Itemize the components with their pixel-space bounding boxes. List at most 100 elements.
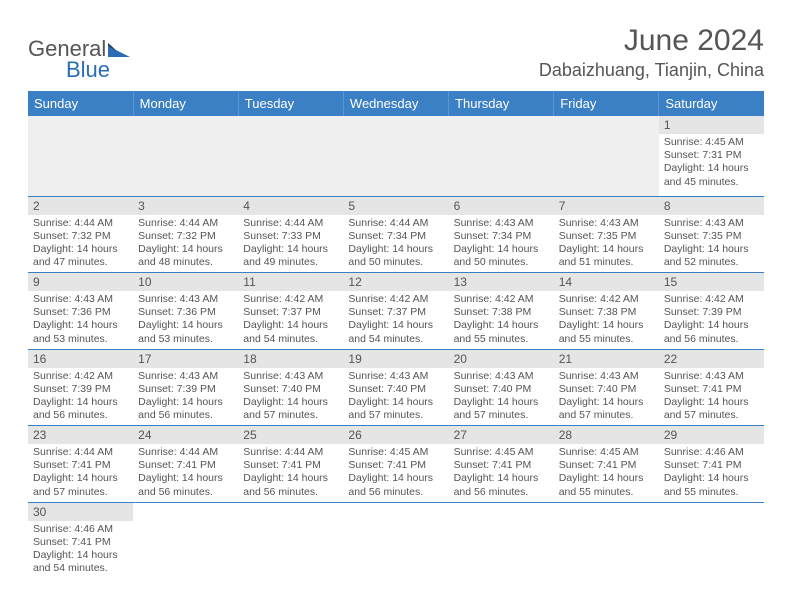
calendar-cell: 17Sunrise: 4:43 AMSunset: 7:39 PMDayligh… bbox=[133, 349, 238, 426]
logo: GeneralBlue bbox=[28, 36, 130, 83]
day-details: Sunrise: 4:43 AMSunset: 7:40 PMDaylight:… bbox=[238, 368, 343, 426]
calendar-cell: 12Sunrise: 4:42 AMSunset: 7:37 PMDayligh… bbox=[343, 273, 448, 350]
day-number: 21 bbox=[554, 350, 659, 368]
calendar-cell bbox=[343, 502, 448, 578]
calendar-cell bbox=[554, 116, 659, 196]
day-number: 10 bbox=[133, 273, 238, 291]
calendar-row: 30Sunrise: 4:46 AMSunset: 7:41 PMDayligh… bbox=[28, 502, 764, 578]
weekday-header: Thursday bbox=[449, 91, 554, 116]
day-number: 5 bbox=[343, 197, 448, 215]
day-number: 11 bbox=[238, 273, 343, 291]
day-details: Sunrise: 4:43 AMSunset: 7:35 PMDaylight:… bbox=[554, 215, 659, 273]
calendar-cell: 9Sunrise: 4:43 AMSunset: 7:36 PMDaylight… bbox=[28, 273, 133, 350]
day-details: Sunrise: 4:45 AMSunset: 7:31 PMDaylight:… bbox=[659, 134, 764, 192]
day-details: Sunrise: 4:44 AMSunset: 7:33 PMDaylight:… bbox=[238, 215, 343, 273]
day-details: Sunrise: 4:43 AMSunset: 7:34 PMDaylight:… bbox=[449, 215, 554, 273]
day-number: 15 bbox=[659, 273, 764, 291]
day-number: 9 bbox=[28, 273, 133, 291]
page-title: June 2024 bbox=[539, 24, 764, 58]
day-number: 18 bbox=[238, 350, 343, 368]
day-number: 6 bbox=[449, 197, 554, 215]
calendar-cell bbox=[449, 502, 554, 578]
title-block: June 2024 Dabaizhuang, Tianjin, China bbox=[539, 24, 764, 81]
day-details: Sunrise: 4:43 AMSunset: 7:36 PMDaylight:… bbox=[28, 291, 133, 349]
calendar-cell bbox=[659, 502, 764, 578]
day-details: Sunrise: 4:44 AMSunset: 7:41 PMDaylight:… bbox=[28, 444, 133, 502]
calendar-cell: 2Sunrise: 4:44 AMSunset: 7:32 PMDaylight… bbox=[28, 196, 133, 273]
day-details: Sunrise: 4:42 AMSunset: 7:38 PMDaylight:… bbox=[449, 291, 554, 349]
day-details: Sunrise: 4:46 AMSunset: 7:41 PMDaylight:… bbox=[659, 444, 764, 502]
calendar-cell: 25Sunrise: 4:44 AMSunset: 7:41 PMDayligh… bbox=[238, 426, 343, 503]
day-details: Sunrise: 4:45 AMSunset: 7:41 PMDaylight:… bbox=[343, 444, 448, 502]
day-number: 12 bbox=[343, 273, 448, 291]
day-number: 7 bbox=[554, 197, 659, 215]
calendar-cell: 14Sunrise: 4:42 AMSunset: 7:38 PMDayligh… bbox=[554, 273, 659, 350]
calendar-cell: 20Sunrise: 4:43 AMSunset: 7:40 PMDayligh… bbox=[449, 349, 554, 426]
calendar-cell bbox=[449, 116, 554, 196]
calendar-cell: 24Sunrise: 4:44 AMSunset: 7:41 PMDayligh… bbox=[133, 426, 238, 503]
calendar-cell: 21Sunrise: 4:43 AMSunset: 7:40 PMDayligh… bbox=[554, 349, 659, 426]
weekday-header: Monday bbox=[133, 91, 238, 116]
day-number: 23 bbox=[28, 426, 133, 444]
calendar-row: 9Sunrise: 4:43 AMSunset: 7:36 PMDaylight… bbox=[28, 273, 764, 350]
calendar-cell: 28Sunrise: 4:45 AMSunset: 7:41 PMDayligh… bbox=[554, 426, 659, 503]
day-details: Sunrise: 4:42 AMSunset: 7:39 PMDaylight:… bbox=[28, 368, 133, 426]
weekday-header: Sunday bbox=[28, 91, 133, 116]
day-number: 19 bbox=[343, 350, 448, 368]
weekday-header-row: Sunday Monday Tuesday Wednesday Thursday… bbox=[28, 91, 764, 116]
day-details: Sunrise: 4:43 AMSunset: 7:39 PMDaylight:… bbox=[133, 368, 238, 426]
calendar-cell: 11Sunrise: 4:42 AMSunset: 7:37 PMDayligh… bbox=[238, 273, 343, 350]
location-label: Dabaizhuang, Tianjin, China bbox=[539, 60, 764, 81]
day-number: 26 bbox=[343, 426, 448, 444]
day-details: Sunrise: 4:42 AMSunset: 7:37 PMDaylight:… bbox=[343, 291, 448, 349]
calendar-cell: 7Sunrise: 4:43 AMSunset: 7:35 PMDaylight… bbox=[554, 196, 659, 273]
weekday-header: Tuesday bbox=[238, 91, 343, 116]
calendar-cell: 30Sunrise: 4:46 AMSunset: 7:41 PMDayligh… bbox=[28, 502, 133, 578]
calendar-cell: 13Sunrise: 4:42 AMSunset: 7:38 PMDayligh… bbox=[449, 273, 554, 350]
day-details: Sunrise: 4:44 AMSunset: 7:41 PMDaylight:… bbox=[133, 444, 238, 502]
calendar-cell bbox=[238, 116, 343, 196]
day-details: Sunrise: 4:43 AMSunset: 7:40 PMDaylight:… bbox=[554, 368, 659, 426]
day-number: 16 bbox=[28, 350, 133, 368]
day-number: 24 bbox=[133, 426, 238, 444]
weekday-header: Friday bbox=[554, 91, 659, 116]
day-details: Sunrise: 4:42 AMSunset: 7:38 PMDaylight:… bbox=[554, 291, 659, 349]
calendar-cell bbox=[28, 116, 133, 196]
day-number: 20 bbox=[449, 350, 554, 368]
calendar-row: 23Sunrise: 4:44 AMSunset: 7:41 PMDayligh… bbox=[28, 426, 764, 503]
calendar-cell: 6Sunrise: 4:43 AMSunset: 7:34 PMDaylight… bbox=[449, 196, 554, 273]
calendar-row: 1Sunrise: 4:45 AMSunset: 7:31 PMDaylight… bbox=[28, 116, 764, 196]
calendar-cell: 5Sunrise: 4:44 AMSunset: 7:34 PMDaylight… bbox=[343, 196, 448, 273]
calendar-cell: 15Sunrise: 4:42 AMSunset: 7:39 PMDayligh… bbox=[659, 273, 764, 350]
day-number: 29 bbox=[659, 426, 764, 444]
weekday-header: Wednesday bbox=[343, 91, 448, 116]
day-details: Sunrise: 4:45 AMSunset: 7:41 PMDaylight:… bbox=[554, 444, 659, 502]
day-number: 1 bbox=[659, 116, 764, 134]
calendar-cell: 8Sunrise: 4:43 AMSunset: 7:35 PMDaylight… bbox=[659, 196, 764, 273]
day-details: Sunrise: 4:44 AMSunset: 7:32 PMDaylight:… bbox=[133, 215, 238, 273]
day-number: 14 bbox=[554, 273, 659, 291]
day-number: 30 bbox=[28, 503, 133, 521]
calendar-cell: 22Sunrise: 4:43 AMSunset: 7:41 PMDayligh… bbox=[659, 349, 764, 426]
calendar-row: 2Sunrise: 4:44 AMSunset: 7:32 PMDaylight… bbox=[28, 196, 764, 273]
day-details: Sunrise: 4:43 AMSunset: 7:40 PMDaylight:… bbox=[449, 368, 554, 426]
day-details: Sunrise: 4:44 AMSunset: 7:34 PMDaylight:… bbox=[343, 215, 448, 273]
day-number: 25 bbox=[238, 426, 343, 444]
day-number: 13 bbox=[449, 273, 554, 291]
calendar-cell bbox=[133, 116, 238, 196]
calendar-cell: 18Sunrise: 4:43 AMSunset: 7:40 PMDayligh… bbox=[238, 349, 343, 426]
day-number: 3 bbox=[133, 197, 238, 215]
weekday-header: Saturday bbox=[659, 91, 764, 116]
day-details: Sunrise: 4:43 AMSunset: 7:36 PMDaylight:… bbox=[133, 291, 238, 349]
calendar-row: 16Sunrise: 4:42 AMSunset: 7:39 PMDayligh… bbox=[28, 349, 764, 426]
day-details: Sunrise: 4:44 AMSunset: 7:41 PMDaylight:… bbox=[238, 444, 343, 502]
calendar-cell: 26Sunrise: 4:45 AMSunset: 7:41 PMDayligh… bbox=[343, 426, 448, 503]
day-details: Sunrise: 4:45 AMSunset: 7:41 PMDaylight:… bbox=[449, 444, 554, 502]
calendar-cell: 16Sunrise: 4:42 AMSunset: 7:39 PMDayligh… bbox=[28, 349, 133, 426]
calendar-cell: 1Sunrise: 4:45 AMSunset: 7:31 PMDaylight… bbox=[659, 116, 764, 196]
calendar-cell: 10Sunrise: 4:43 AMSunset: 7:36 PMDayligh… bbox=[133, 273, 238, 350]
day-details: Sunrise: 4:44 AMSunset: 7:32 PMDaylight:… bbox=[28, 215, 133, 273]
day-details: Sunrise: 4:42 AMSunset: 7:39 PMDaylight:… bbox=[659, 291, 764, 349]
logo-mark-icon bbox=[108, 37, 130, 63]
day-details: Sunrise: 4:43 AMSunset: 7:41 PMDaylight:… bbox=[659, 368, 764, 426]
